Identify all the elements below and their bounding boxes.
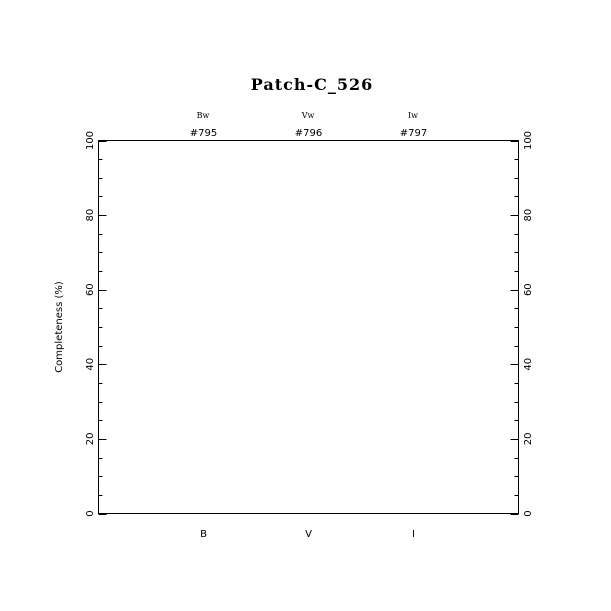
id-label: #795 [190,128,217,139]
x-category-label: V [305,529,312,540]
y-tick-label-left: 80 [85,209,96,222]
y-tick-label-left: 100 [85,131,96,150]
plot-frame [98,140,519,514]
y-tick-label-right: 0 [523,510,534,516]
y-tick-label-left: 0 [85,510,96,516]
chart-title: Patch-C_526 [251,75,374,94]
y-tick-label-right: 60 [523,283,534,296]
x-category-label: B [200,529,207,540]
filter-label: Iw [408,111,418,120]
y-tick-label-left: 20 [85,433,96,446]
y-tick-label-right: 40 [523,358,534,371]
id-label: #796 [295,128,322,139]
y-tick-label-right: 20 [523,433,534,446]
y-tick-label-left: 60 [85,283,96,296]
y-tick-label-right: 100 [523,131,534,150]
y-tick-label-right: 80 [523,209,534,222]
filter-label: Vw [301,111,315,120]
x-category-label: I [412,529,415,540]
id-label: #797 [400,128,427,139]
y-tick-label-left: 40 [85,358,96,371]
y-axis-label: Completeness (%) [54,281,65,373]
filter-label: Bw [197,111,210,120]
